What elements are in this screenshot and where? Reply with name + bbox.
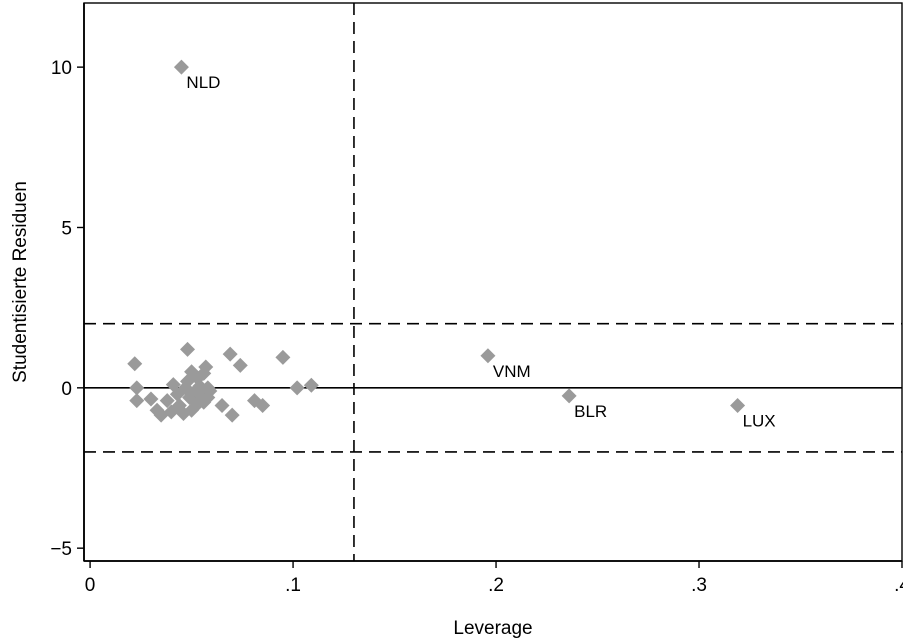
y-tick-label: −5 [50, 539, 72, 560]
data-point-marker [561, 388, 577, 404]
data-point-marker [198, 359, 214, 375]
data-point-marker [129, 380, 145, 396]
data-point-marker [129, 393, 145, 409]
x-tick-label: .2 [488, 575, 504, 596]
point-label: LUX [743, 411, 776, 430]
data-point-marker [202, 383, 218, 399]
data-point-marker [180, 341, 196, 357]
axes [83, 2, 903, 562]
data-points [127, 59, 746, 423]
x-tick-label: .1 [285, 575, 301, 596]
data-point-marker [222, 346, 238, 362]
data-point-marker [173, 59, 189, 75]
x-tick-label: .4 [894, 575, 903, 596]
point-label: VNM [493, 362, 531, 381]
data-point-marker [480, 348, 496, 364]
data-point-marker [255, 397, 271, 413]
x-tick-label: 0 [85, 575, 96, 596]
data-point-marker [232, 357, 248, 373]
point-label: BLR [574, 402, 607, 421]
y-axis-title: Studentisierte Residuen [10, 181, 31, 383]
data-point-marker [127, 356, 143, 372]
point-labels: NLD VNM BLR LUX [186, 73, 775, 430]
data-point-marker [247, 393, 263, 409]
data-point-marker [159, 393, 175, 409]
data-point-marker [143, 391, 159, 407]
y-tick-label: 0 [61, 379, 72, 400]
y-tick-label: 10 [51, 58, 72, 79]
point-label: NLD [186, 73, 220, 92]
reference-lines [84, 3, 902, 561]
data-point-marker [730, 397, 746, 413]
y-tick-label: 5 [61, 218, 72, 239]
data-point-marker [214, 397, 230, 413]
data-point-marker [275, 349, 291, 365]
tick-labels: 0 .1 .2 .3 .4 −5 0 5 10 [50, 58, 903, 596]
x-tick-label: .3 [691, 575, 707, 596]
data-point-marker [303, 377, 319, 393]
data-point-marker [224, 407, 240, 423]
x-axis-title: Leverage [453, 618, 532, 639]
data-point-marker [289, 380, 305, 396]
